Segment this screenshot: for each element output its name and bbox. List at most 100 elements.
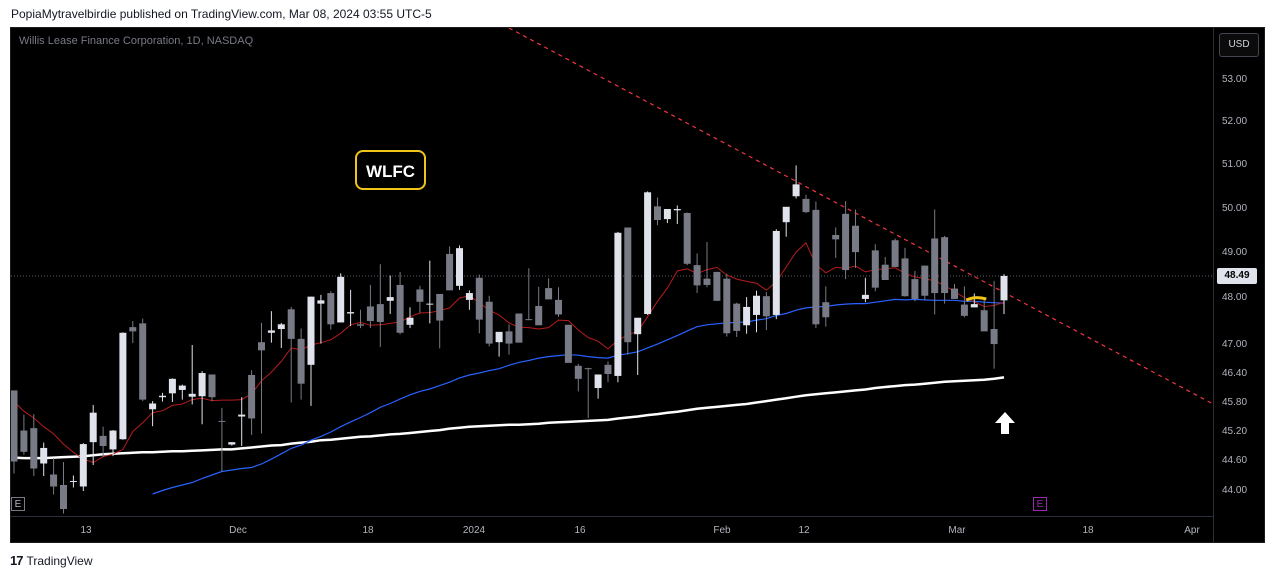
candle (248, 370, 256, 435)
candle-body (683, 212, 691, 264)
time-tick-label: 18 (1082, 525, 1094, 536)
tradingview-logo[interactable]: 17 TradingView (10, 553, 93, 568)
candle-body (614, 232, 622, 376)
time-tick-label: Dec (229, 525, 247, 536)
candle (980, 297, 988, 332)
earnings-marker-upcoming[interactable]: E (1033, 497, 1047, 511)
candle (287, 306, 295, 403)
candle-body (297, 338, 305, 384)
candle-body (861, 294, 869, 299)
price-tick-label: 49.00 (1222, 247, 1248, 258)
time-scale[interactable]: 13 Dec 18 2024 16 Feb 12 Mar 18 Apr (11, 516, 1213, 542)
candle (495, 331, 503, 357)
candle-body (465, 293, 473, 300)
candle-body (188, 393, 196, 397)
candle-body (40, 447, 48, 464)
candle-body (168, 378, 176, 394)
tradingview-brand: TradingView (26, 553, 93, 568)
candle (109, 430, 117, 457)
symbol-label: Willis Lease Finance Corporation, 1D, NA… (19, 35, 254, 47)
candle-body (842, 213, 850, 271)
candle-body (525, 319, 533, 321)
candle-body (198, 373, 206, 397)
candle (228, 442, 236, 446)
moving-average-short (13, 242, 1005, 464)
candle (594, 374, 602, 399)
candle-body (772, 231, 780, 315)
candle-body (119, 332, 127, 440)
candle (683, 212, 691, 266)
candle (485, 295, 493, 347)
candle (782, 206, 790, 237)
candle (822, 286, 830, 327)
candle-body (703, 278, 711, 285)
candle-body (248, 374, 256, 419)
price-tick-label: 47.00 (1222, 339, 1248, 350)
candle (317, 294, 325, 344)
candle (703, 242, 711, 288)
chart-frame[interactable]: Willis Lease Finance Corporation, 1D, NA… (10, 27, 1265, 543)
candle (574, 363, 582, 392)
currency-button[interactable]: USD (1219, 33, 1259, 57)
candle (79, 443, 87, 491)
candle-body (406, 317, 414, 325)
candle (654, 197, 661, 226)
candle (842, 201, 850, 280)
time-tick-label: Apr (1184, 525, 1200, 536)
candle-body (485, 301, 493, 344)
candle-body (208, 374, 216, 398)
candle (475, 274, 483, 334)
candle (753, 290, 760, 333)
candle (525, 268, 533, 321)
candle (802, 194, 810, 213)
candle-body (545, 288, 553, 300)
candle-body (812, 209, 820, 325)
price-tick-label: 53.00 (1222, 74, 1248, 85)
candle-body (238, 414, 246, 417)
candle-body (20, 430, 28, 452)
candle-body (50, 474, 58, 487)
candle-body (475, 277, 483, 320)
candle-body (713, 271, 721, 301)
candle (99, 426, 107, 458)
candle-body (317, 300, 325, 304)
candle (852, 209, 859, 268)
candle-body (218, 420, 226, 422)
candle-body (911, 279, 919, 299)
earnings-marker-left[interactable]: E (11, 497, 25, 511)
candle-body (357, 324, 364, 326)
candle (733, 302, 741, 338)
candle-body (327, 293, 335, 325)
candle-body (159, 395, 166, 398)
candle (60, 462, 67, 514)
candle (743, 297, 751, 334)
candle-body (376, 304, 384, 322)
candle-body (604, 364, 612, 374)
price-tick-label: 51.00 (1222, 159, 1248, 170)
price-tick-label: 45.80 (1222, 397, 1248, 408)
candle-body (693, 265, 701, 286)
candle-body (69, 481, 77, 482)
time-tick-label: 2024 (462, 525, 486, 536)
candle (119, 332, 127, 440)
candle-body (60, 485, 67, 509)
candle-body (723, 278, 731, 334)
candle-body (624, 227, 632, 343)
price-chart[interactable] (11, 28, 1213, 516)
candle (178, 384, 186, 400)
candle (139, 318, 147, 402)
candle-body (347, 312, 355, 314)
candle (901, 247, 909, 297)
price-scale[interactable]: USD 53.00 52.00 51.00 50.00 49.00 48.00 47.00 4… (1213, 28, 1264, 542)
time-tick-label: 18 (362, 525, 374, 536)
candle-body (416, 289, 424, 302)
candle-body (832, 234, 840, 240)
candle (258, 322, 265, 434)
candle (30, 414, 38, 476)
price-tick-label: 44.60 (1222, 455, 1248, 466)
candle (604, 361, 612, 383)
candle (426, 260, 434, 324)
candle (337, 273, 345, 323)
price-tick-label: 50.00 (1222, 203, 1248, 214)
time-tick-label: Feb (713, 525, 731, 536)
